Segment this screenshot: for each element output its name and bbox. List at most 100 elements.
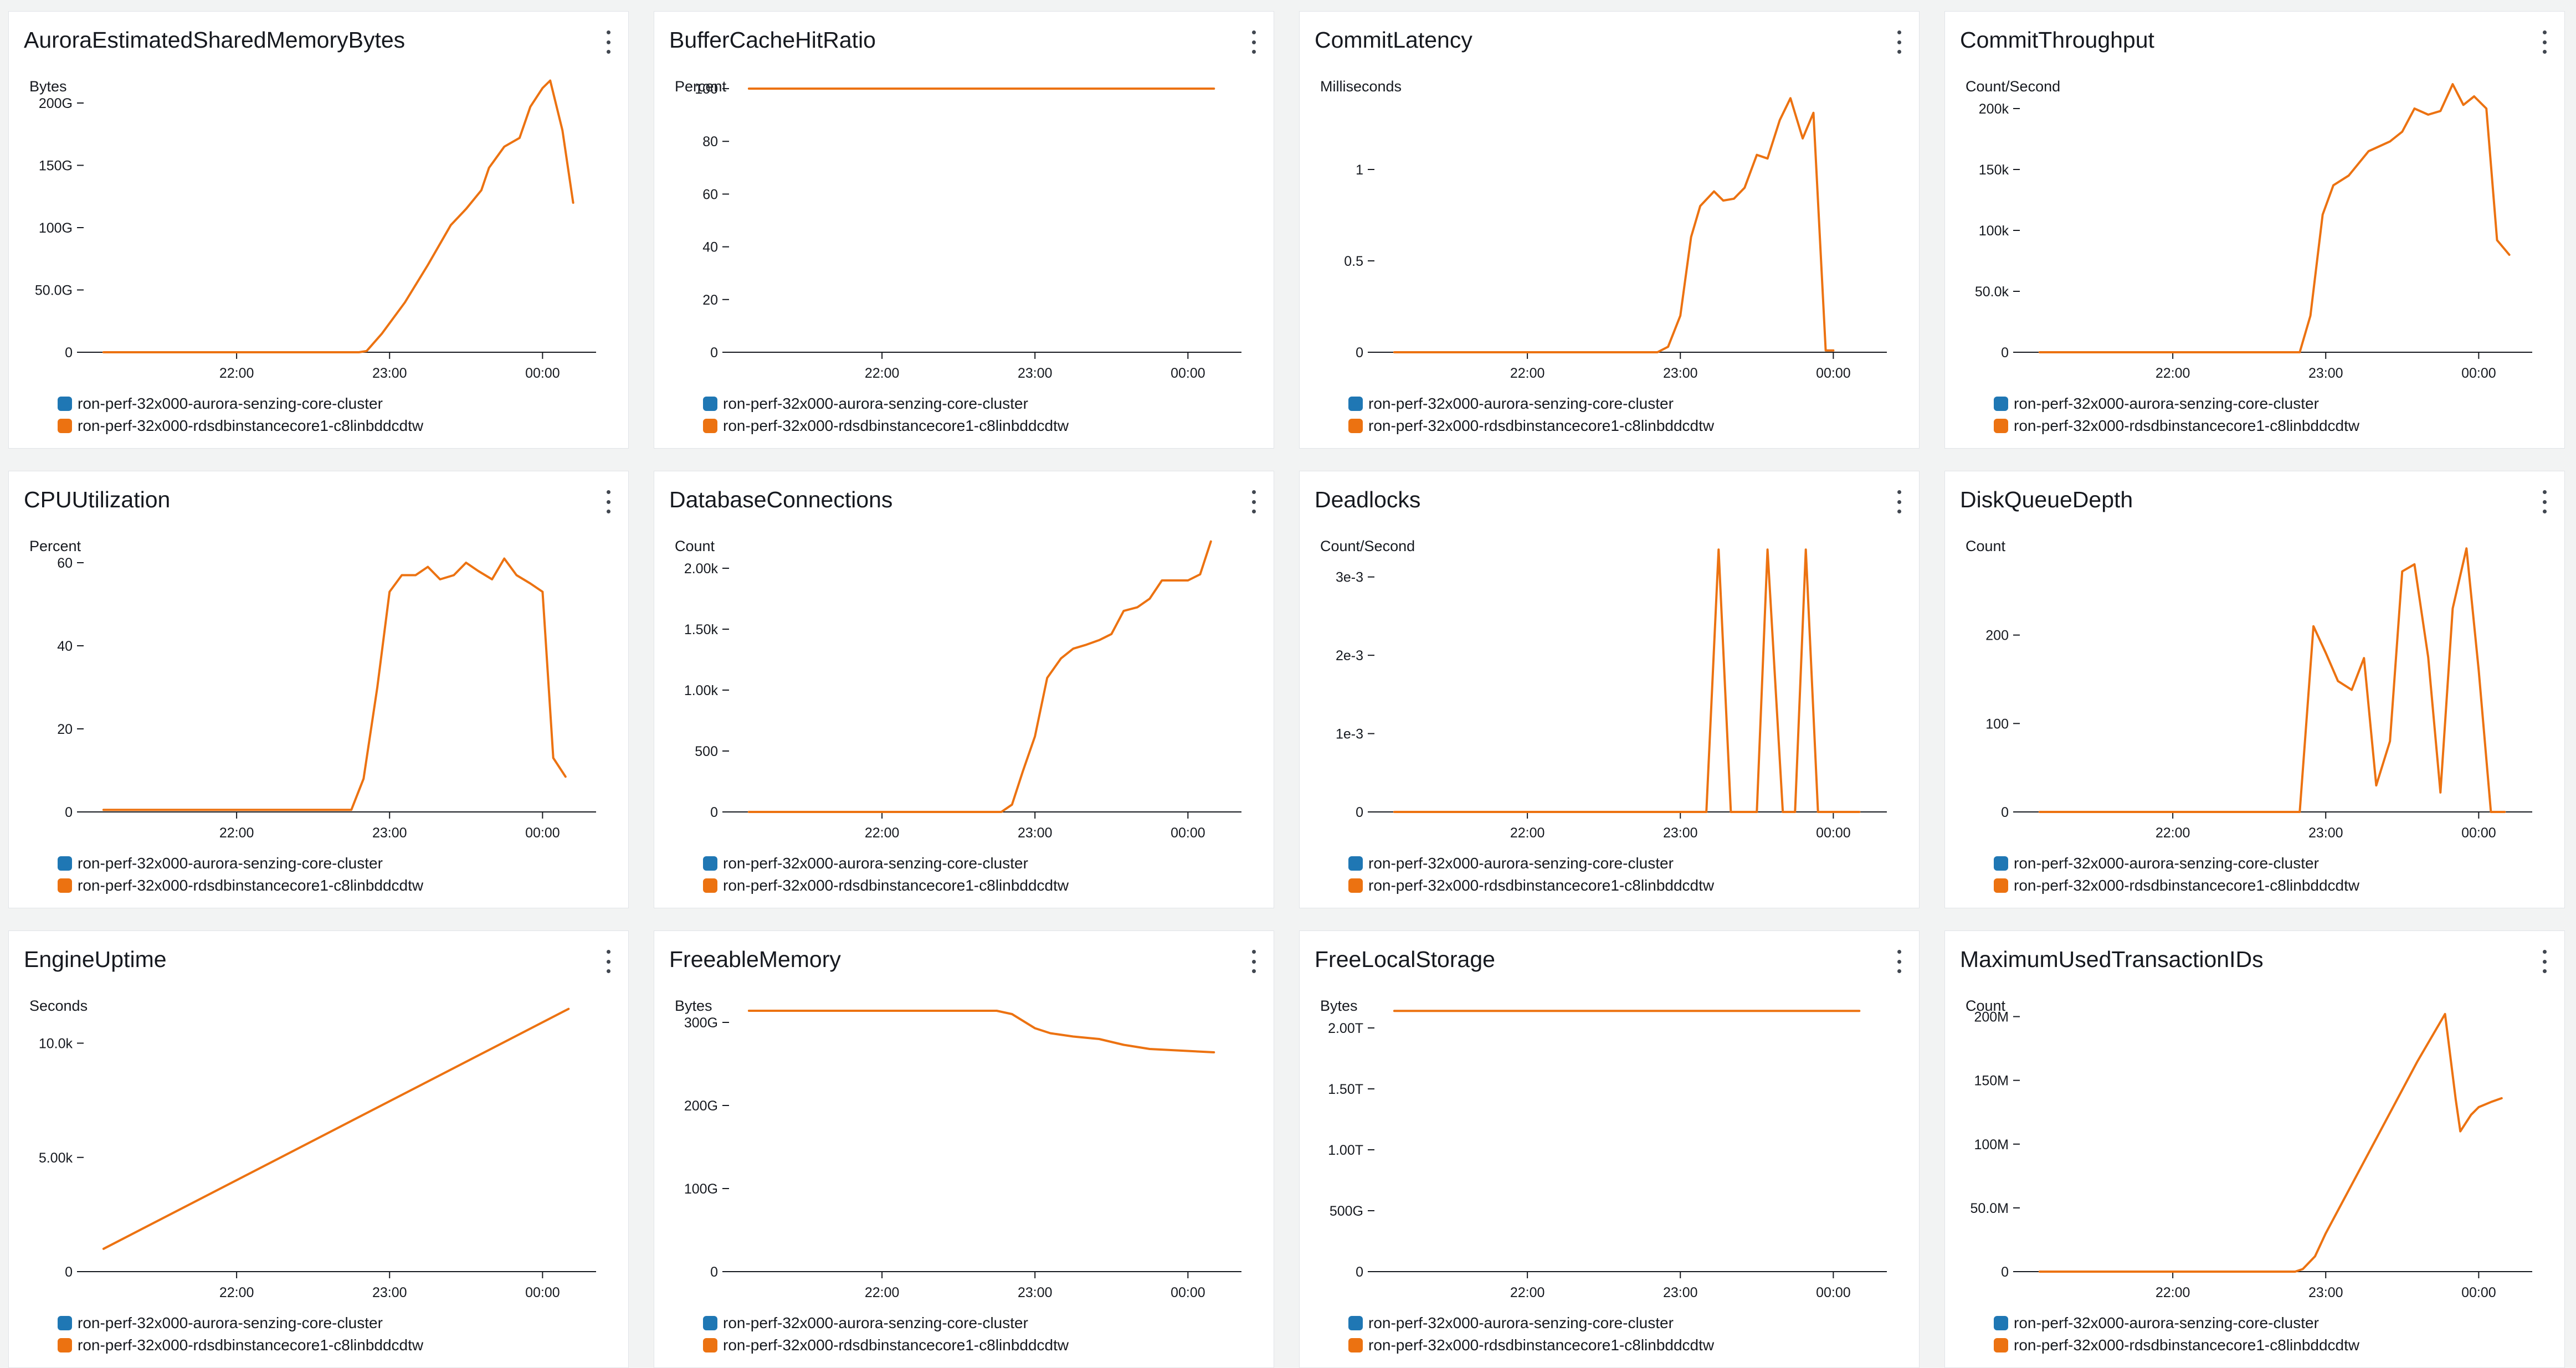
y-tick-label: 200G [39, 96, 73, 111]
panel-title: FreeLocalStorage [1315, 947, 1495, 972]
y-tick-label: 1.50T [1328, 1082, 1363, 1097]
vertical-ellipsis-icon[interactable] [602, 950, 615, 973]
legend-item-instance[interactable]: ron-perf-32x000-rdsdbinstancecore1-c8lin… [1994, 875, 2359, 897]
legend-label: ron-perf-32x000-aurora-senzing-core-clus… [2014, 1314, 2319, 1331]
series-line-instance [2038, 83, 2511, 353]
y-tick-label: 500G [1330, 1204, 1363, 1219]
x-tick-label: 00:00 [1171, 366, 1205, 381]
metric-panel-committhroughput: CommitThroughput Count/Second 0 50.0k 100k… [1944, 11, 2565, 449]
legend-item-cluster[interactable]: ron-perf-32x000-aurora-senzing-core-clus… [703, 1312, 1069, 1334]
metric-panel-commitlatency: CommitLatency Milliseconds 0 0.5 1 22:00 23:… [1299, 11, 1920, 449]
legend-item-instance[interactable]: ron-perf-32x000-rdsdbinstancecore1-c8lin… [58, 1334, 423, 1356]
x-tick-label: 23:00 [2308, 366, 2343, 381]
y-tick-label: 200k [1979, 101, 2009, 117]
y-tick-label: 100k [1979, 223, 2009, 239]
legend-item-instance[interactable]: ron-perf-32x000-rdsdbinstancecore1-c8lin… [1994, 1334, 2359, 1356]
x-tick-label: 23:00 [372, 366, 407, 381]
legend-item-instance[interactable]: ron-perf-32x000-rdsdbinstancecore1-c8lin… [58, 415, 423, 437]
chart-legend: ron-perf-32x000-aurora-senzing-core-clus… [1348, 1312, 1714, 1356]
vertical-ellipsis-icon[interactable] [1892, 30, 1906, 54]
legend-item-instance[interactable]: ron-perf-32x000-rdsdbinstancecore1-c8lin… [1348, 1334, 1714, 1356]
vertical-ellipsis-icon[interactable] [1247, 490, 1260, 513]
legend-item-instance[interactable]: ron-perf-32x000-rdsdbinstancecore1-c8lin… [703, 875, 1069, 897]
legend-label: ron-perf-32x000-rdsdbinstancecore1-c8lin… [2014, 417, 2360, 434]
vertical-ellipsis-icon[interactable] [1247, 30, 1260, 54]
vertical-ellipsis-icon[interactable] [2538, 950, 2551, 973]
legend-label: ron-perf-32x000-aurora-senzing-core-clus… [78, 395, 383, 412]
panel-title: EngineUptime [24, 947, 167, 972]
chart-plot: 0 20 40 60 80 100 22:00 23:00 00:00 [695, 81, 1241, 381]
y-tick-label: 200G [684, 1098, 718, 1114]
legend-item-cluster[interactable]: ron-perf-32x000-aurora-senzing-core-clus… [703, 852, 1069, 875]
metric-panel-deadlocks: Deadlocks Count/Second 0 1e-3 2e-3 3e-3 22:0… [1299, 471, 1920, 908]
legend-item-instance[interactable]: ron-perf-32x000-rdsdbinstancecore1-c8lin… [58, 875, 423, 897]
x-tick-label: 00:00 [2461, 825, 2496, 841]
y-axis-unit-label: Count/Second [1966, 78, 2061, 95]
legend-item-instance[interactable]: ron-perf-32x000-rdsdbinstancecore1-c8lin… [703, 1334, 1069, 1356]
vertical-ellipsis-icon[interactable] [1892, 950, 1906, 973]
vertical-ellipsis-icon[interactable] [1892, 490, 1906, 513]
chart-legend: ron-perf-32x000-aurora-senzing-core-clus… [1348, 852, 1714, 897]
y-axis-unit-label: Seconds [29, 997, 88, 1014]
legend-swatch-cluster [703, 1316, 717, 1330]
x-tick-label: 22:00 [1510, 825, 1545, 841]
legend-item-cluster[interactable]: ron-perf-32x000-aurora-senzing-core-clus… [703, 393, 1069, 415]
legend-item-cluster[interactable]: ron-perf-32x000-aurora-senzing-core-clus… [58, 1312, 423, 1334]
legend-item-instance[interactable]: ron-perf-32x000-rdsdbinstancecore1-c8lin… [703, 415, 1069, 437]
y-tick-label: 50.0k [1975, 284, 2009, 300]
x-tick-label: 00:00 [525, 825, 560, 841]
legend-item-cluster[interactable]: ron-perf-32x000-aurora-senzing-core-clus… [1994, 852, 2359, 875]
chart-legend: ron-perf-32x000-aurora-senzing-core-clus… [703, 1312, 1069, 1356]
legend-item-cluster[interactable]: ron-perf-32x000-aurora-senzing-core-clus… [1348, 852, 1714, 875]
legend-item-cluster[interactable]: ron-perf-32x000-aurora-senzing-core-clus… [1994, 393, 2359, 415]
series-line-instance [2038, 547, 2506, 813]
legend-item-cluster[interactable]: ron-perf-32x000-aurora-senzing-core-clus… [1348, 393, 1714, 415]
y-tick-label: 1.00T [1328, 1143, 1363, 1158]
vertical-ellipsis-icon[interactable] [2538, 490, 2551, 513]
legend-swatch-instance [58, 878, 72, 893]
legend-label: ron-perf-32x000-aurora-senzing-core-clus… [1368, 1314, 1674, 1331]
legend-label: ron-perf-32x000-aurora-senzing-core-clus… [723, 855, 1028, 872]
series-line-instance [102, 1007, 570, 1250]
legend-swatch-instance [1994, 419, 2008, 433]
metric-panel-maximumusedtransactionids: MaximumUsedTransactionIDs Count 0 50.0M 10… [1944, 930, 2565, 1368]
vertical-ellipsis-icon[interactable] [602, 30, 615, 54]
y-tick-label: 2e-3 [1336, 648, 1363, 664]
y-axis-unit-label: Percent [675, 78, 727, 95]
legend-item-cluster[interactable]: ron-perf-32x000-aurora-senzing-core-clus… [58, 393, 423, 415]
legend-label: ron-perf-32x000-rdsdbinstancecore1-c8lin… [723, 877, 1069, 894]
legend-item-instance[interactable]: ron-perf-32x000-rdsdbinstancecore1-c8lin… [1348, 415, 1714, 437]
metric-panel-diskqueuedepth: DiskQueueDepth Count 0 100 200 22:00 23:00 00… [1944, 471, 2565, 908]
y-tick-label: 10.0k [39, 1036, 73, 1052]
y-tick-label: 0 [65, 345, 73, 361]
panel-title: BufferCacheHitRatio [669, 27, 876, 53]
legend-item-instance[interactable]: ron-perf-32x000-rdsdbinstancecore1-c8lin… [1994, 415, 2359, 437]
x-tick-label: 00:00 [525, 366, 560, 381]
y-tick-label: 50.0G [35, 283, 73, 299]
x-tick-label: 22:00 [865, 366, 900, 381]
legend-item-instance[interactable]: ron-perf-32x000-rdsdbinstancecore1-c8lin… [1348, 875, 1714, 897]
chart-legend: ron-perf-32x000-aurora-senzing-core-clus… [1994, 852, 2359, 897]
legend-item-cluster[interactable]: ron-perf-32x000-aurora-senzing-core-clus… [1994, 1312, 2359, 1334]
legend-item-cluster[interactable]: ron-perf-32x000-aurora-senzing-core-clus… [58, 852, 423, 875]
legend-label: ron-perf-32x000-rdsdbinstancecore1-c8lin… [723, 1336, 1069, 1354]
vertical-ellipsis-icon[interactable] [602, 490, 615, 513]
x-tick-label: 23:00 [1663, 825, 1698, 841]
legend-label: ron-perf-32x000-rdsdbinstancecore1-c8lin… [1368, 1336, 1715, 1354]
y-tick-label: 60 [702, 187, 718, 202]
vertical-ellipsis-icon[interactable] [2538, 30, 2551, 54]
x-tick-label: 22:00 [865, 825, 900, 841]
chart-plot: 0 100 200 22:00 23:00 00:00 [1985, 547, 2532, 841]
chart-legend: ron-perf-32x000-aurora-senzing-core-clus… [1348, 393, 1714, 437]
y-tick-label: 150G [39, 158, 73, 174]
chart-legend: ron-perf-32x000-aurora-senzing-core-clus… [703, 852, 1069, 897]
series-line-instance [1393, 97, 1835, 353]
x-tick-label: 00:00 [1171, 825, 1205, 841]
y-tick-label: 0 [710, 805, 718, 820]
y-tick-label: 0 [65, 805, 73, 820]
legend-swatch-instance [703, 878, 717, 893]
y-tick-label: 2.00k [684, 561, 719, 577]
x-tick-label: 22:00 [2156, 1285, 2190, 1300]
vertical-ellipsis-icon[interactable] [1247, 950, 1260, 973]
legend-item-cluster[interactable]: ron-perf-32x000-aurora-senzing-core-clus… [1348, 1312, 1714, 1334]
